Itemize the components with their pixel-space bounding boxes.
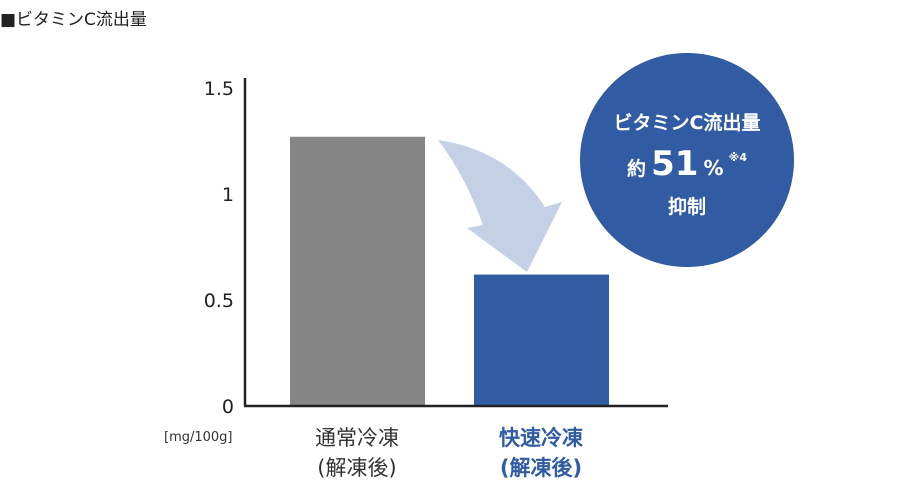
badge-value: 約 51 % ※4 [627,144,747,184]
unit-label: [mg/100g] [164,430,233,445]
category-sublabel-quick-freeze: (解凍後) [500,456,582,480]
category-label-quick-freeze: 快速冷凍 [499,426,583,450]
y-tick-label-0: 0 [222,396,234,418]
y-tick-label-1: 1 [222,184,234,206]
bar-normal-freeze [290,136,425,406]
y-tick-label-1-5: 1.5 [204,78,234,100]
y-tick-label-0-5: 0.5 [204,290,234,312]
category-label-normal-freeze: 通常冷凍 [315,426,399,450]
curved-arrow-icon [438,140,562,272]
reduction-badge [580,53,794,267]
category-sublabel-normal-freeze: (解凍後) [317,456,396,480]
badge-suppression-label: 抑制 [668,195,706,218]
bar-quick-freeze [474,274,609,406]
chart-title: ■ビタミンC流出量 [0,10,147,30]
badge-heading: ビタミンC流出量 [614,111,761,134]
